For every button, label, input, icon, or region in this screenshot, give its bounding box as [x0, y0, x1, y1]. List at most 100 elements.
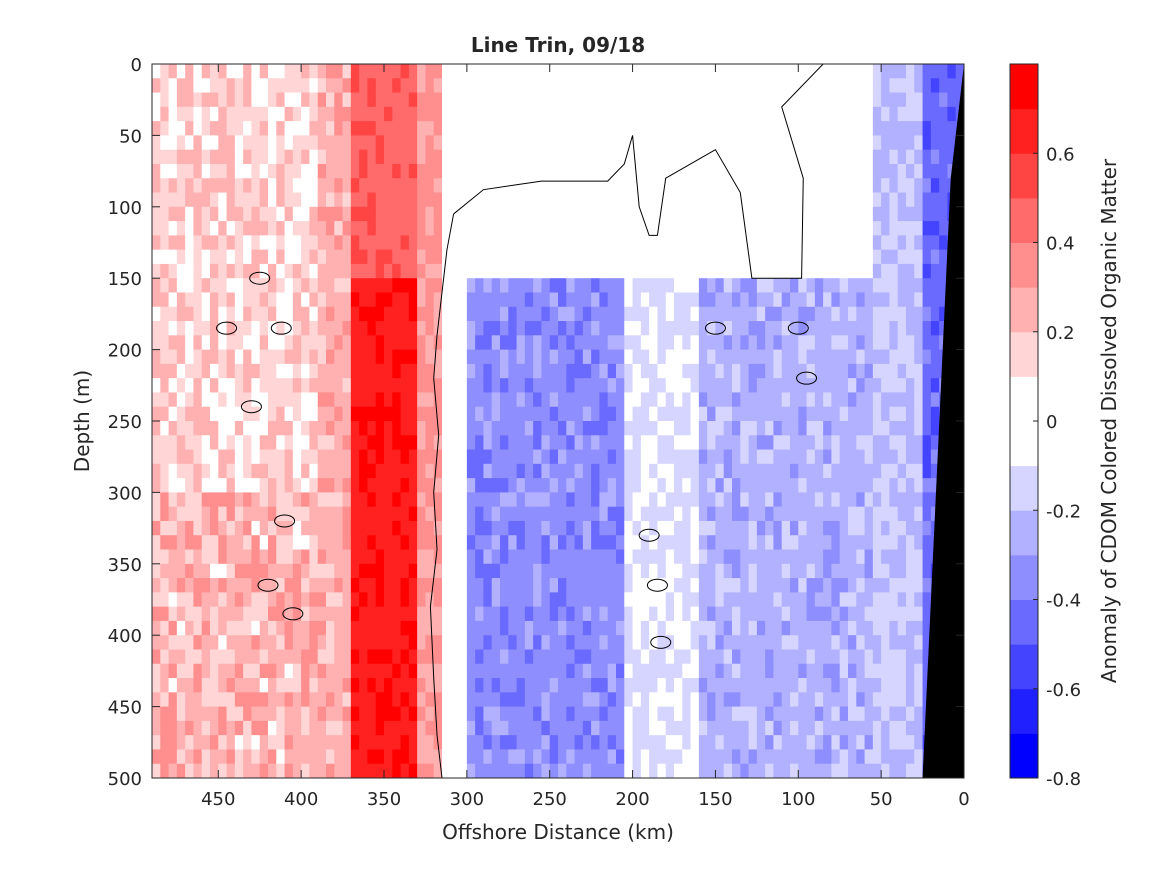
field-cell — [234, 406, 244, 422]
field-cell — [259, 78, 269, 94]
field-cell — [616, 449, 625, 465]
field-cell — [657, 492, 667, 508]
field-cell — [740, 163, 750, 179]
field-cell — [632, 278, 642, 294]
field-cell — [922, 306, 932, 322]
field-cell — [458, 363, 468, 379]
field-cell — [193, 720, 203, 736]
field-cell — [201, 478, 211, 493]
field-cell — [417, 578, 427, 593]
field-cell — [756, 635, 766, 651]
field-cell — [906, 606, 915, 622]
field-cell — [823, 492, 833, 508]
field-cell — [375, 321, 385, 336]
field-cell — [930, 363, 940, 379]
field-cell — [607, 421, 617, 436]
field-cell — [839, 720, 849, 736]
field-cell — [839, 735, 849, 751]
field-cell — [591, 549, 601, 565]
field-cell — [848, 606, 857, 622]
field-cell — [599, 235, 609, 251]
field-cell — [889, 121, 899, 136]
field-cell — [234, 435, 244, 451]
field-cell — [425, 221, 435, 236]
field-cell — [790, 620, 799, 636]
field-cell — [243, 435, 253, 451]
field-cell — [384, 421, 393, 436]
field-cell — [384, 321, 393, 336]
field-cell — [160, 163, 170, 179]
field-cell — [748, 763, 758, 778]
field-cell — [831, 78, 841, 94]
field-cell — [930, 121, 940, 136]
field-cell — [740, 306, 750, 322]
field-cell — [342, 306, 352, 322]
field-cell — [616, 563, 625, 579]
field-cell — [516, 578, 526, 593]
field-cell — [541, 78, 551, 94]
field-cell — [417, 449, 427, 465]
field-cell — [326, 406, 335, 422]
field-cell — [201, 749, 211, 765]
field-cell — [425, 78, 435, 94]
field-cell — [698, 64, 708, 79]
field-cell — [334, 449, 344, 465]
field-cell — [566, 92, 576, 108]
field-cell — [400, 292, 410, 308]
field-cell — [500, 463, 509, 479]
field-cell — [541, 235, 551, 251]
field-cell — [773, 692, 783, 708]
field-cell — [500, 763, 509, 778]
field-cell — [500, 392, 509, 408]
field-cell — [309, 178, 319, 194]
field-cell — [831, 321, 841, 336]
field-cell — [433, 406, 443, 422]
field-cell — [732, 435, 741, 451]
field-cell — [781, 178, 791, 194]
field-cell — [350, 635, 360, 651]
field-cell — [417, 649, 427, 665]
field-cell — [284, 149, 294, 165]
field-cell — [442, 492, 451, 508]
field-cell — [201, 278, 211, 294]
field-cell — [375, 520, 385, 536]
field-cell — [682, 506, 692, 522]
field-cell — [872, 335, 882, 351]
field-cell — [259, 620, 269, 636]
field-cell — [185, 563, 195, 579]
x-tick-label: 100 — [781, 789, 815, 810]
field-cell — [674, 478, 683, 493]
field-cell — [185, 635, 195, 651]
field-cell — [375, 492, 385, 508]
field-cell — [491, 720, 501, 736]
field-cell — [582, 720, 592, 736]
field-cell — [243, 278, 253, 294]
field-cell — [259, 278, 269, 294]
field-cell — [823, 335, 833, 351]
field-cell — [408, 506, 418, 522]
field-cell — [284, 578, 294, 593]
field-cell — [292, 763, 302, 778]
field-cell — [359, 278, 369, 294]
field-cell — [442, 321, 451, 336]
field-cell — [359, 321, 369, 336]
field-cell — [226, 720, 236, 736]
field-cell — [392, 363, 402, 379]
field-cell — [408, 92, 418, 108]
field-cell — [152, 620, 161, 636]
field-cell — [607, 192, 617, 208]
field-cell — [839, 749, 849, 765]
field-cell — [292, 678, 302, 693]
field-cell — [301, 92, 311, 108]
field-cell — [359, 221, 369, 236]
field-cell — [516, 520, 526, 536]
field-cell — [889, 78, 899, 94]
field-cell — [152, 306, 161, 322]
field-cell — [500, 478, 509, 493]
field-cell — [582, 121, 592, 136]
field-cell — [640, 478, 650, 493]
field-cell — [367, 92, 377, 108]
field-cell — [292, 335, 302, 351]
field-cell — [408, 78, 418, 94]
field-cell — [665, 421, 675, 436]
